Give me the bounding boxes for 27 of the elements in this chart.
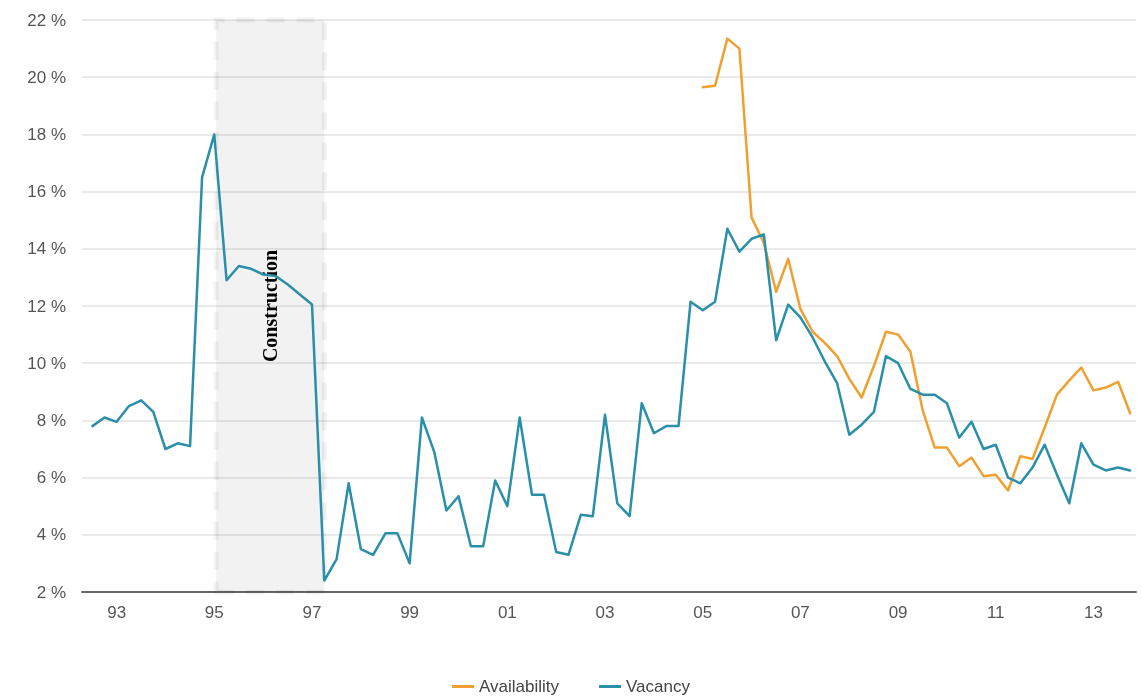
legend-label: Vacancy <box>626 677 691 696</box>
y-tick-label: 4 % <box>36 525 66 545</box>
x-tick-label: 11 <box>986 603 1005 622</box>
band-label: Construction <box>259 249 282 363</box>
legend-label: Availability <box>479 677 560 696</box>
y-tick-label: 16 % <box>27 182 66 202</box>
line-series <box>91 133 1132 582</box>
x-tick-label: 13 <box>1084 603 1103 622</box>
y-tick-label: 18 % <box>27 124 66 144</box>
line-series <box>701 37 1132 492</box>
x-tick-label: 09 <box>888 603 908 622</box>
x-tick-label: 93 <box>107 603 127 622</box>
x-tick-label: 03 <box>595 603 615 622</box>
y-tick-label: 22 % <box>27 10 66 30</box>
y-tick-label: 14 % <box>27 239 66 259</box>
y-tick-label: 8 % <box>36 410 66 430</box>
y-tick-label: 12 % <box>27 296 66 316</box>
y-tick-label: 10 % <box>27 353 66 373</box>
y-tick-label: 20 % <box>27 67 66 87</box>
x-tick-label: 97 <box>302 603 322 622</box>
x-tick-label: 05 <box>693 603 713 622</box>
x-tick-label: 07 <box>790 603 810 622</box>
y-tick-label: 6 % <box>36 468 66 488</box>
x-tick-label: 99 <box>400 603 420 622</box>
x-tick-label: 95 <box>204 603 224 622</box>
x-tick-label: 01 <box>497 603 517 622</box>
y-tick-label: 2 % <box>36 582 66 602</box>
